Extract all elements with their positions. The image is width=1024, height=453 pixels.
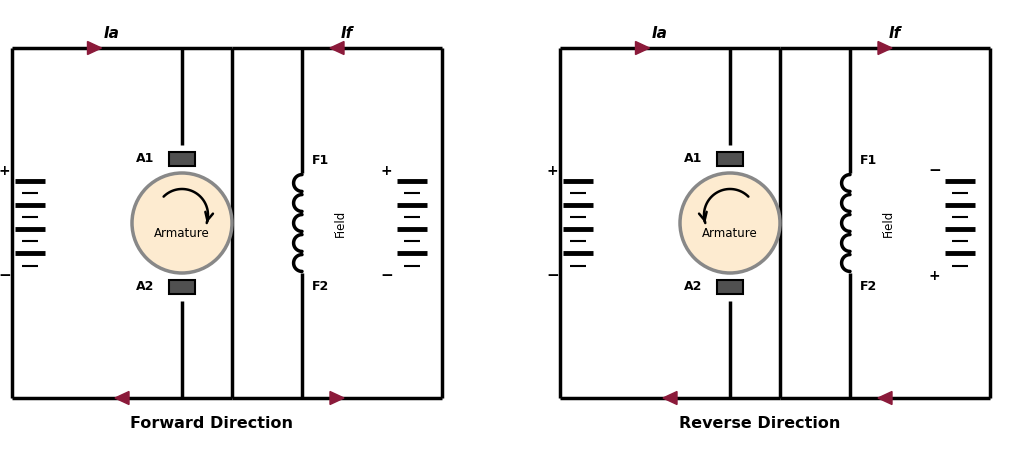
Polygon shape bbox=[87, 42, 101, 54]
Text: Field: Field bbox=[882, 209, 895, 236]
Bar bbox=[169, 152, 195, 166]
Text: −: − bbox=[380, 269, 393, 284]
Text: A1: A1 bbox=[135, 153, 154, 165]
Text: +: + bbox=[381, 164, 392, 178]
Text: +: + bbox=[0, 164, 10, 178]
Circle shape bbox=[132, 173, 232, 273]
Text: A2: A2 bbox=[135, 280, 154, 294]
Text: F2: F2 bbox=[860, 280, 878, 294]
Text: Armature: Armature bbox=[702, 226, 758, 240]
Text: Field: Field bbox=[334, 209, 346, 236]
Polygon shape bbox=[878, 391, 892, 405]
Text: Ia: Ia bbox=[104, 26, 120, 41]
Text: F2: F2 bbox=[312, 280, 330, 294]
Text: +: + bbox=[929, 269, 940, 283]
Text: A2: A2 bbox=[684, 280, 702, 294]
Polygon shape bbox=[330, 42, 344, 54]
Text: −: − bbox=[928, 163, 941, 178]
Polygon shape bbox=[878, 42, 892, 54]
Text: Ia: Ia bbox=[652, 26, 668, 41]
Polygon shape bbox=[330, 391, 344, 405]
Text: Armature: Armature bbox=[155, 226, 210, 240]
Bar bbox=[169, 280, 195, 294]
Text: F1: F1 bbox=[312, 154, 330, 168]
Text: −: − bbox=[0, 269, 11, 284]
Text: −: − bbox=[546, 269, 559, 284]
Text: Reverse Direction: Reverse Direction bbox=[679, 416, 841, 431]
Polygon shape bbox=[636, 42, 649, 54]
Bar bbox=[717, 280, 743, 294]
Bar bbox=[717, 152, 743, 166]
Text: If: If bbox=[341, 26, 353, 41]
Polygon shape bbox=[115, 391, 129, 405]
Text: A1: A1 bbox=[684, 153, 702, 165]
Text: +: + bbox=[547, 164, 558, 178]
Text: Forward Direction: Forward Direction bbox=[130, 416, 294, 431]
Polygon shape bbox=[663, 391, 677, 405]
Text: If: If bbox=[889, 26, 901, 41]
Text: F1: F1 bbox=[860, 154, 878, 168]
Circle shape bbox=[680, 173, 780, 273]
